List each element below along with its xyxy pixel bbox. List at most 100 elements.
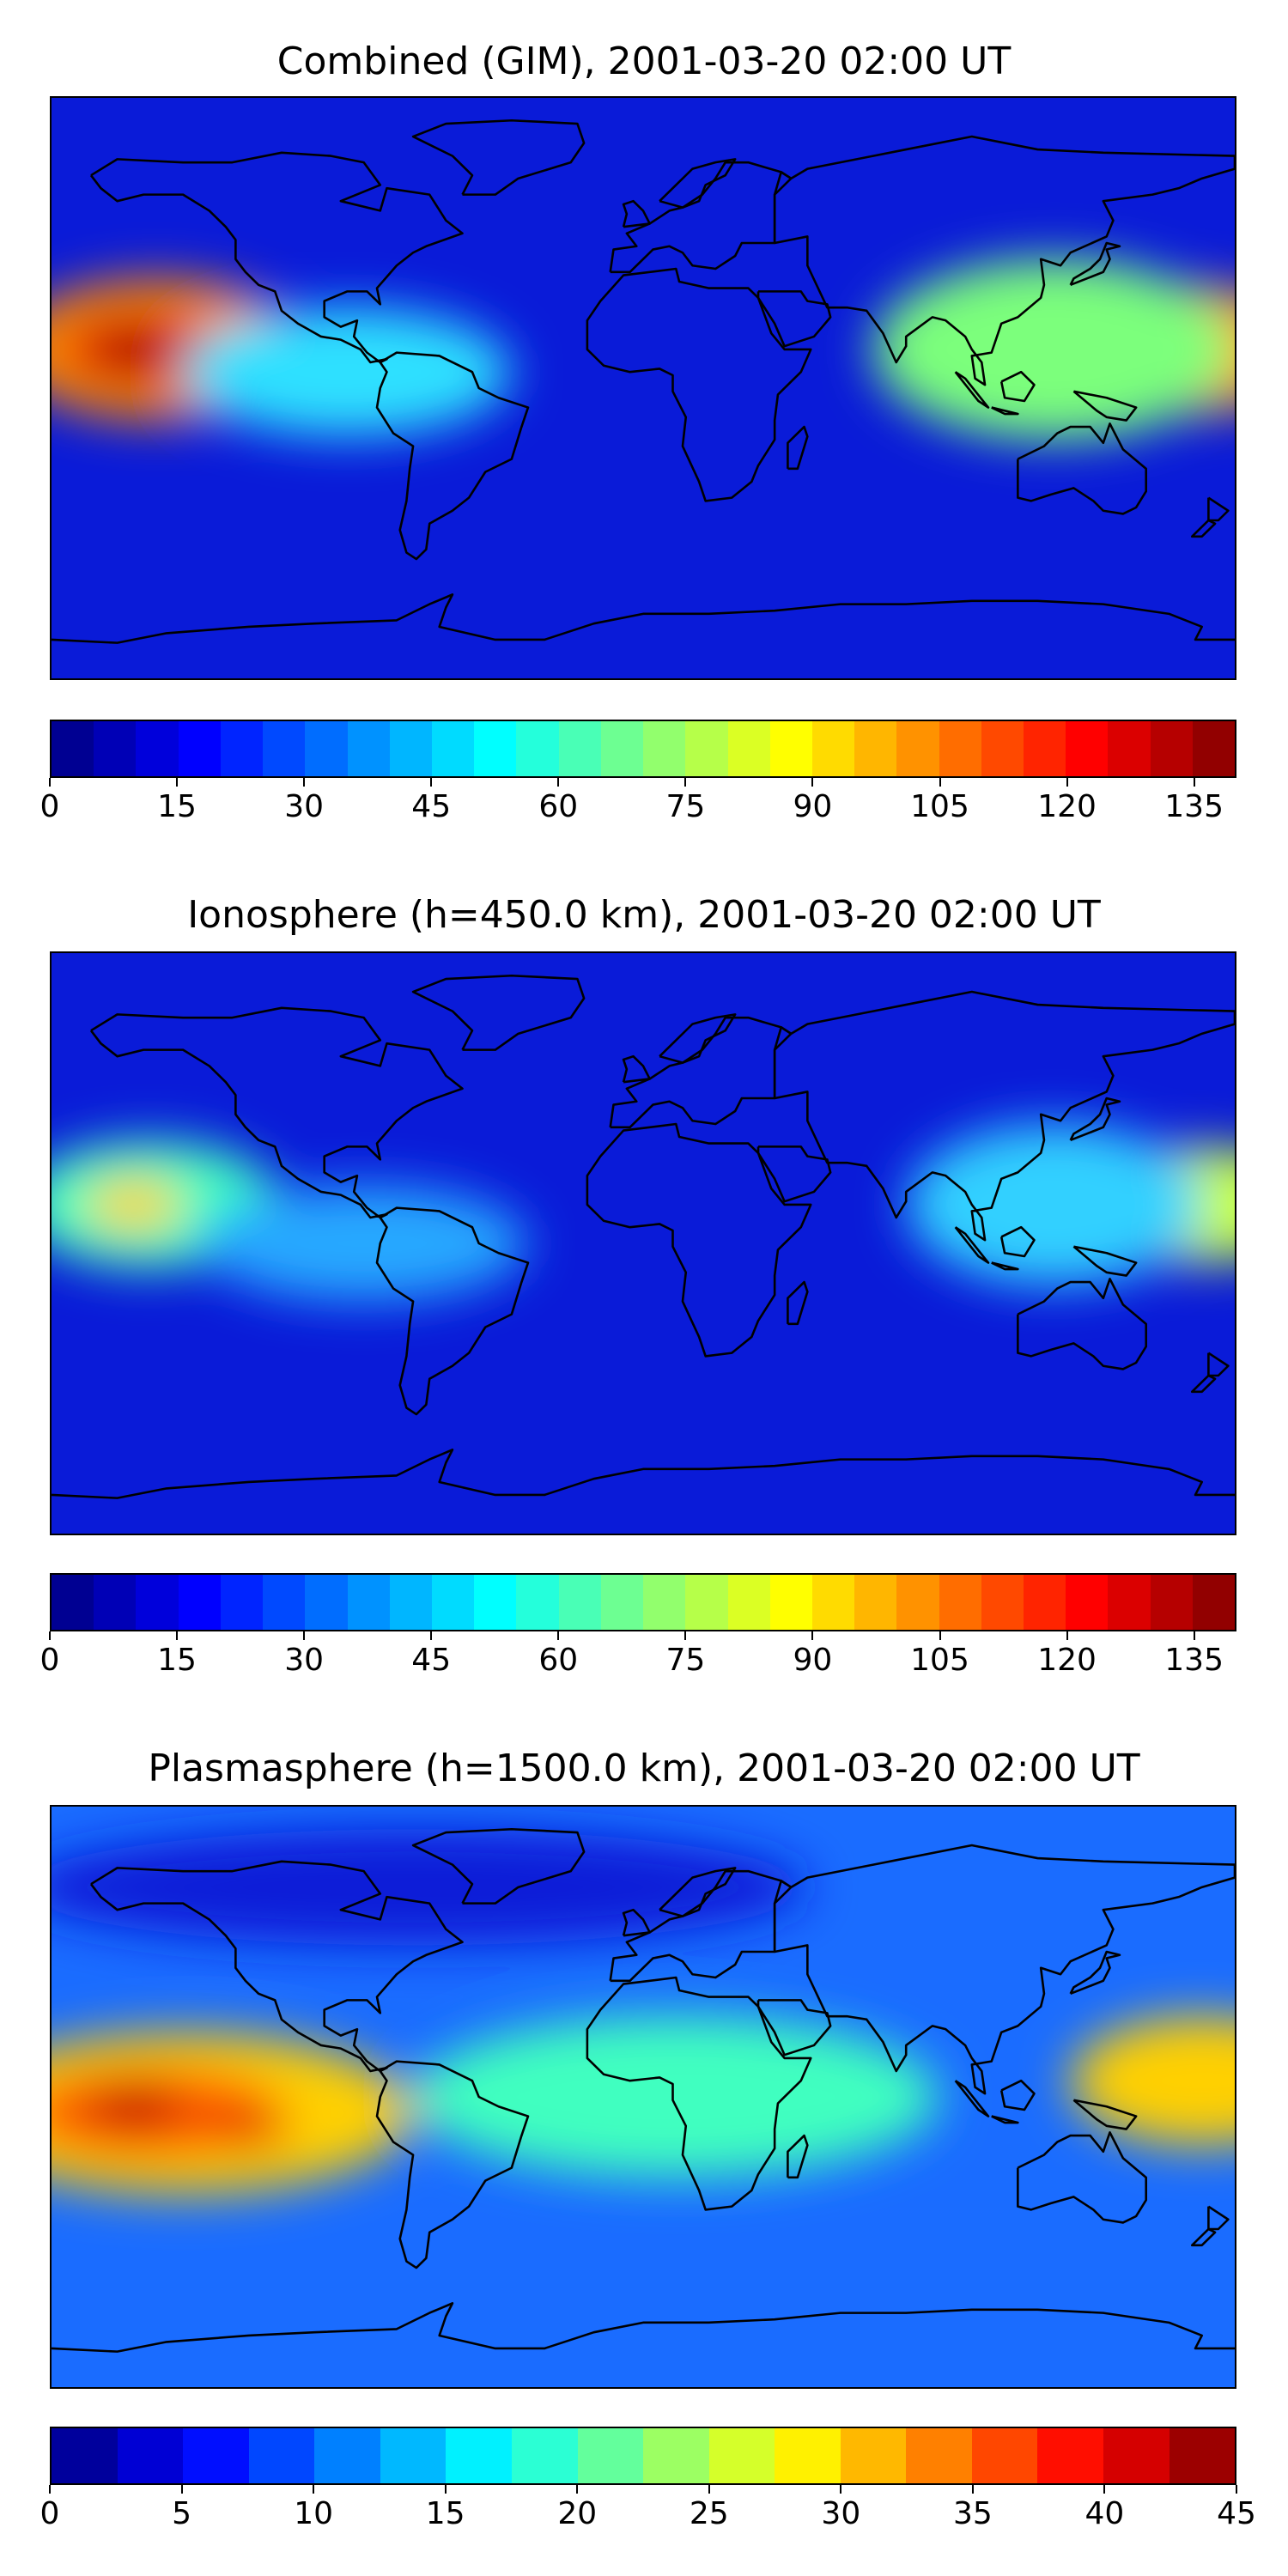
coastline <box>586 1976 812 2211</box>
colorbar-segment <box>516 1575 559 1630</box>
colorbar-segment <box>769 1575 812 1630</box>
colorbar-segment <box>643 2428 709 2483</box>
colorbar-segment <box>474 721 517 776</box>
colorbar-segment <box>600 721 644 776</box>
colorbar-segment <box>577 2428 644 2483</box>
coastline <box>773 990 1235 1242</box>
colorbar-tick <box>557 1631 560 1640</box>
colorbar-segment <box>1066 1575 1109 1630</box>
coastline <box>1069 241 1121 287</box>
coastline <box>991 2115 1019 2124</box>
coastline <box>411 118 586 196</box>
colorbar-tick-label: 120 <box>1037 1643 1097 1678</box>
colorbar-tick-label: 0 <box>39 1643 60 1678</box>
coastline <box>1072 1245 1138 1277</box>
colorbar-segment <box>840 2428 907 2483</box>
coastline <box>991 406 1019 416</box>
colorbar-plasmasphere <box>50 2427 1236 2485</box>
field-blob <box>94 330 173 369</box>
coastlines <box>52 1827 1235 2353</box>
colorbar-ticks-plasmasphere: 0 5 10 15 20 25 30 35 40 45 <box>40 2485 1256 2537</box>
colorbar-segment <box>263 1575 306 1630</box>
field-blob <box>906 1124 1202 1285</box>
colorbar-tick <box>303 1631 306 1640</box>
coastline <box>659 1013 737 1064</box>
colorbar-tick <box>708 2485 710 2494</box>
colorbar-segment <box>981 1575 1024 1630</box>
coastline <box>954 371 990 409</box>
colorbar-segment <box>1192 1575 1235 1630</box>
colorbar-segment <box>1066 721 1109 776</box>
coastline <box>375 351 530 561</box>
coastline <box>586 1122 812 1358</box>
coastline <box>999 1225 1036 1258</box>
coastline <box>999 2079 1036 2111</box>
colorbar-tick <box>313 2485 315 2494</box>
colorbar-segment <box>248 2428 315 2483</box>
colorbar-segment <box>1192 721 1235 776</box>
colorbar-segment <box>685 721 728 776</box>
colorbar-segment <box>136 1575 179 1630</box>
colorbar-tick <box>840 2485 842 2494</box>
map-combined <box>50 96 1236 680</box>
colorbar-segment <box>220 721 264 776</box>
coastline <box>773 135 1235 386</box>
colorbar-segment <box>389 721 432 776</box>
colorbar-segment <box>643 721 686 776</box>
colorbar-segment <box>516 721 559 776</box>
colorbar-tick-label: 5 <box>172 2496 191 2531</box>
map-plasmasphere-field <box>52 1807 1235 2387</box>
colorbar-ionosphere <box>50 1573 1236 1631</box>
coastline <box>659 1867 737 1917</box>
map-ionosphere-field <box>52 953 1235 1534</box>
colorbar-segment <box>52 2428 118 2483</box>
colorbar-tick-label: 40 <box>1084 2496 1125 2531</box>
colorbar-segment <box>136 721 179 776</box>
field-blob <box>183 307 512 437</box>
coastline <box>1069 1950 1121 1996</box>
colorbar-tick <box>811 778 814 787</box>
coastline <box>1190 1374 1217 1394</box>
colorbar-tick <box>180 2485 183 2494</box>
colorbar-tick <box>971 2485 974 2494</box>
colorbar-segment <box>775 2428 841 2483</box>
coastline <box>954 1226 990 1264</box>
colorbar-segment <box>643 1575 686 1630</box>
coastline <box>991 1261 1019 1271</box>
panel-title-combined: Combined (GIM), 2001-03-20 02:00 UT <box>276 39 1012 83</box>
colorbar-segment <box>431 721 475 776</box>
colorbar-tick <box>939 778 941 787</box>
colorbar-tick-label: 135 <box>1164 1643 1224 1678</box>
colorbar-segment <box>94 721 137 776</box>
colorbar-tick <box>303 778 306 787</box>
coastline <box>1017 422 1147 515</box>
colorbar-tick-label: 15 <box>425 2496 465 2531</box>
colorbar-segment <box>981 721 1024 776</box>
colorbar-segment <box>906 2428 972 2483</box>
colorbar-segment <box>769 721 812 776</box>
coastline <box>1072 390 1138 422</box>
coastline <box>622 1908 651 1937</box>
coastline <box>89 1860 464 2073</box>
map-plasmasphere <box>50 1805 1236 2389</box>
coastline <box>1207 1352 1230 1377</box>
colorbar-segment <box>52 721 94 776</box>
map-ionosphere <box>50 951 1236 1535</box>
colorbar-tick <box>430 1631 433 1640</box>
colorbar-segment <box>708 2428 775 2483</box>
colorbar-tick <box>576 2485 579 2494</box>
colorbar-segment <box>117 2428 184 2483</box>
colorbar-tick-label: 60 <box>538 1643 579 1678</box>
field-blob <box>84 1178 184 1230</box>
colorbar-segment <box>1150 1575 1193 1630</box>
coastline <box>89 151 464 364</box>
colorbar-tick <box>49 778 51 787</box>
colorbar-segment <box>727 1575 770 1630</box>
colorbar-tick-label: 75 <box>665 789 706 824</box>
coastline <box>787 2134 809 2179</box>
colorbar-tick <box>1236 2485 1237 2494</box>
map-combined-field <box>52 98 1235 678</box>
colorbar-tick-label: 135 <box>1164 789 1224 824</box>
colorbar-tick-label: 30 <box>821 2496 861 2531</box>
coastline <box>622 1054 651 1084</box>
